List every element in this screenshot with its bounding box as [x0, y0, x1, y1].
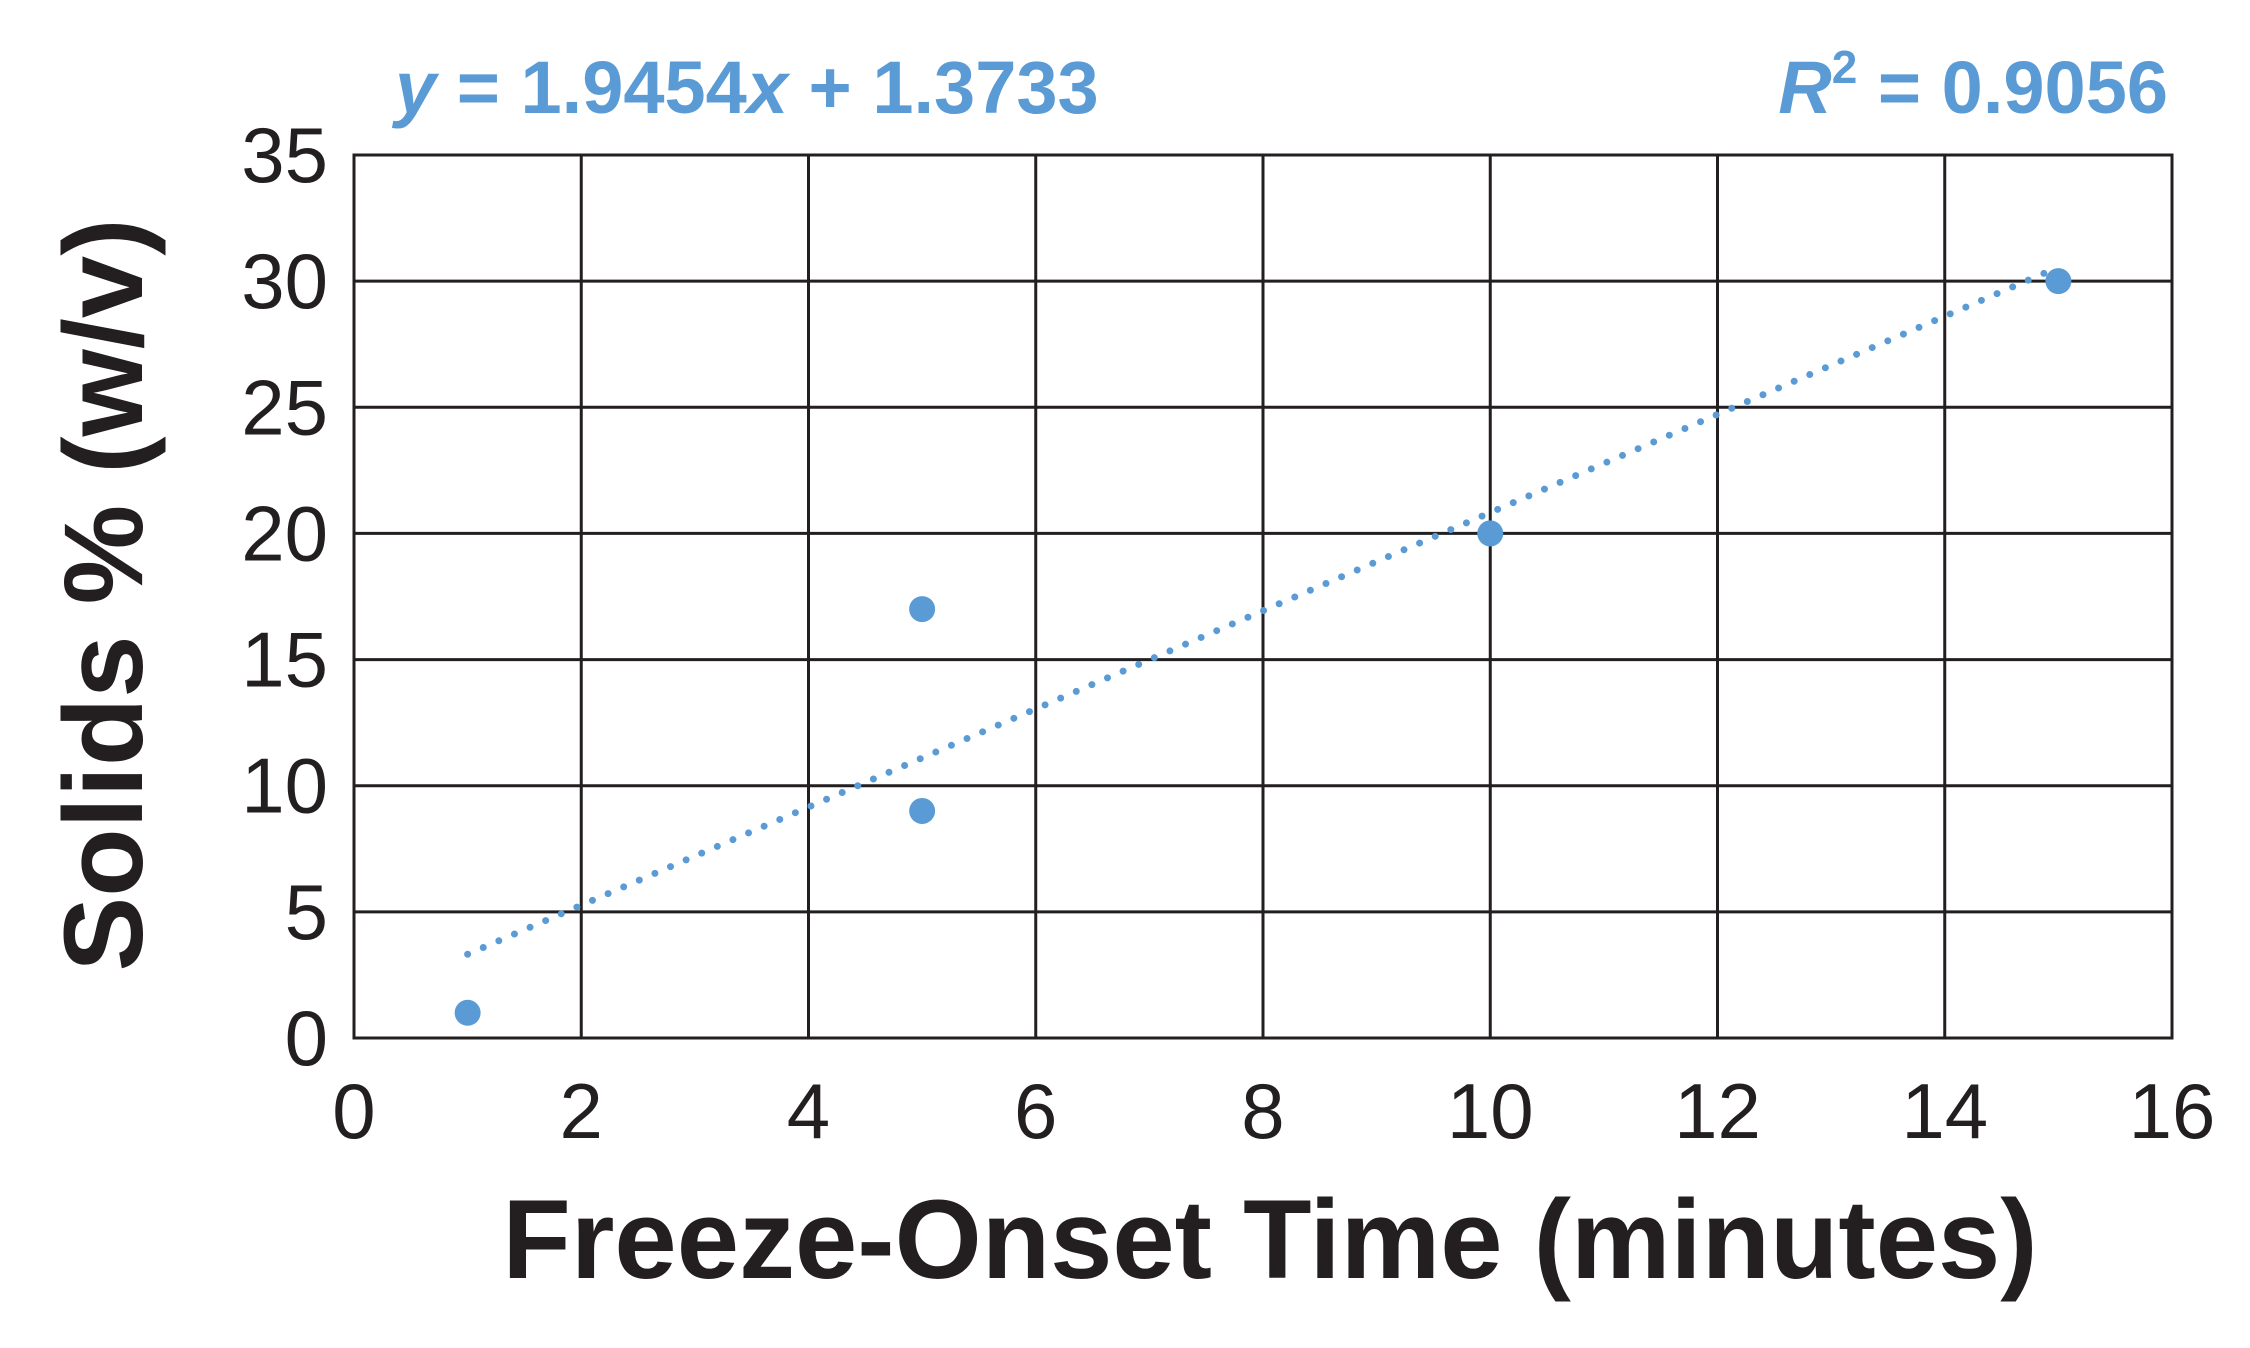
data-point-1 — [909, 797, 936, 824]
x-tick-labels: 0 2 4 6 8 10 12 14 16 — [332, 1067, 2215, 1155]
x-tick-label: 10 — [1447, 1067, 1534, 1155]
x-tick-label: 14 — [1901, 1067, 1988, 1155]
trendline-layer — [464, 263, 2062, 958]
equation-slope: = 1.9454 — [436, 46, 747, 129]
data-point-4 — [2045, 268, 2072, 295]
equation-x: x — [743, 46, 791, 129]
y-tick-labels: 0 5 10 15 20 25 30 35 — [241, 111, 328, 1082]
y-axis-title: Solids % (w/v) — [41, 219, 166, 972]
x-tick-label: 16 — [2129, 1067, 2216, 1155]
r-squared-r: R — [1778, 46, 1831, 129]
r-squared-value: = 0.9056 — [1857, 46, 2168, 129]
trendline — [464, 263, 2062, 958]
trendline-equation: y = 1.9454x + 1.3733 — [391, 46, 1099, 129]
y-tick-label: 25 — [241, 363, 328, 451]
y-tick-label: 20 — [241, 489, 328, 577]
r-squared: R2 = 0.9056 — [1778, 41, 2168, 129]
data-points — [454, 268, 2072, 1026]
equation-intercept: + 1.3733 — [788, 46, 1099, 129]
y-tick-label: 30 — [241, 237, 328, 325]
x-tick-label: 4 — [787, 1067, 830, 1155]
y-tick-label: 5 — [285, 868, 328, 956]
y-tick-label: 10 — [241, 742, 328, 830]
x-tick-label: 2 — [560, 1067, 603, 1155]
x-tick-label: 8 — [1241, 1067, 1284, 1155]
data-point-2 — [909, 596, 936, 623]
grid — [352, 153, 2174, 1040]
equation-y: y — [391, 46, 440, 129]
data-point-3 — [1477, 520, 1504, 547]
x-tick-label: 6 — [1014, 1067, 1057, 1155]
data-point-0 — [454, 999, 481, 1026]
y-tick-label: 0 — [285, 994, 328, 1082]
y-tick-label: 35 — [241, 111, 328, 199]
plot-frame — [352, 153, 2174, 1040]
r-squared-superscript: 2 — [1832, 41, 1858, 93]
y-tick-label: 15 — [241, 616, 328, 704]
x-axis-title: Freeze-Onset Time (minutes) — [502, 1177, 2037, 1302]
x-tick-label: 0 — [332, 1067, 375, 1155]
x-tick-label: 12 — [1674, 1067, 1761, 1155]
